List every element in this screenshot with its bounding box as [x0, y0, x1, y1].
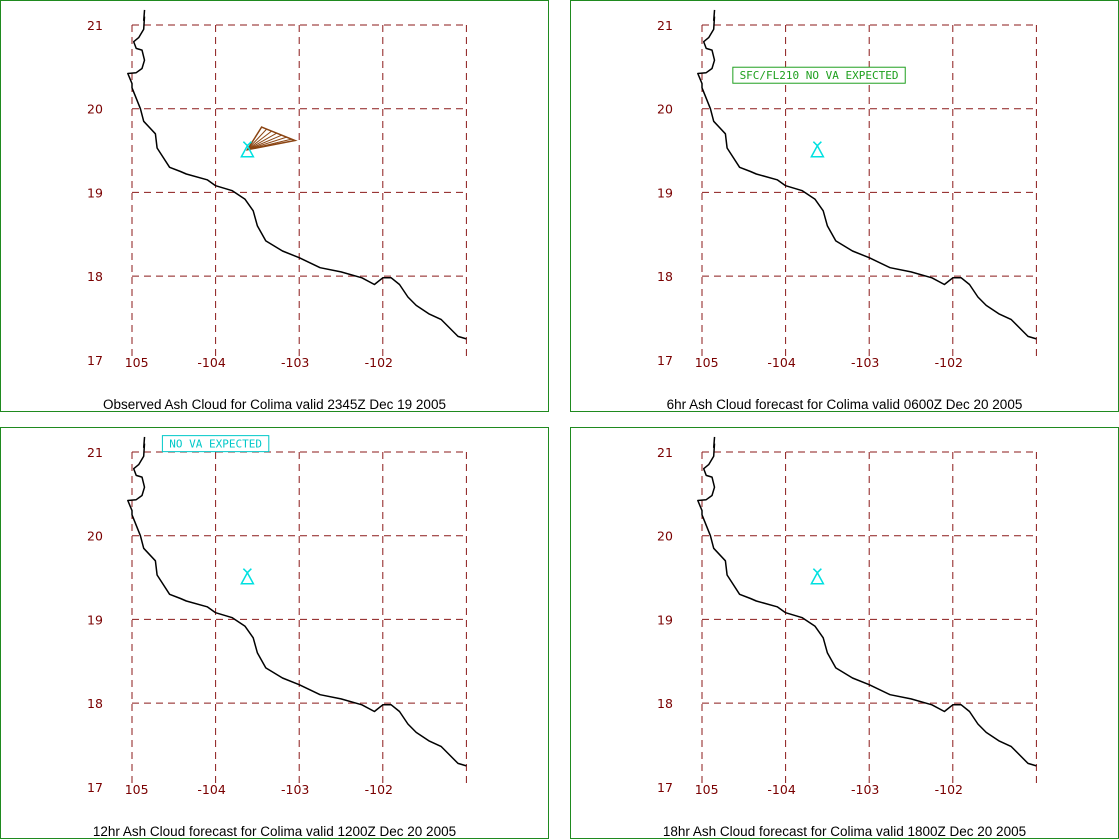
- longitude-label: 105: [695, 782, 719, 797]
- longitude-label: -104: [197, 782, 225, 797]
- volcano-icon: [810, 141, 825, 158]
- coastline: [697, 443, 1037, 767]
- longitude-label: -103: [851, 355, 879, 370]
- longitude-label: -104: [197, 355, 225, 370]
- latitude-label: 18: [87, 696, 103, 711]
- panel-caption: 18hr Ash Cloud forecast for Colima valid…: [662, 824, 1027, 839]
- ash-cloud-outline: [245, 126, 298, 151]
- longitude-label: -102: [365, 355, 393, 370]
- coastline-north: [142, 9, 146, 21]
- map-canvas: 21 20 19 18 17 105 -104 -103 -102: [87, 9, 467, 370]
- longitude-label: -104: [767, 355, 795, 370]
- panel-caption: 12hr Ash Cloud forecast for Colima valid…: [92, 824, 457, 839]
- latitude-label: 20: [87, 529, 103, 544]
- longitude-label: -102: [365, 782, 393, 797]
- ash-cloud-hatch: [247, 132, 277, 151]
- coastline-north: [712, 9, 716, 21]
- longitude-label: 105: [125, 355, 149, 370]
- longitude-label: -102: [935, 782, 963, 797]
- map-canvas: 21 20 19 18 17 105 -104 -103 -102 SFC/FL210 NO VA…: [657, 9, 1037, 370]
- coastline-north: [142, 436, 146, 448]
- latitude-label: 17: [87, 780, 103, 795]
- latitude-label: 18: [657, 696, 673, 711]
- latitude-label: 19: [657, 185, 673, 200]
- coastline-north: [712, 436, 716, 448]
- longitude-label: -103: [851, 782, 879, 797]
- longitude-label: -104: [767, 782, 795, 797]
- latitude-label: 19: [87, 612, 103, 627]
- va-notice-border: [732, 66, 906, 84]
- latitude-label: 18: [87, 269, 103, 284]
- volcano-cone: [810, 571, 825, 585]
- panel-caption: Observed Ash Cloud for Colima valid 2345…: [103, 397, 446, 412]
- volcano-cone: [240, 571, 255, 585]
- graticule: [701, 451, 1037, 787]
- ash-cloud-hatch: [247, 134, 282, 151]
- longitude-label: -102: [935, 355, 963, 370]
- ash-cloud-hatch: [247, 136, 287, 151]
- volcano-cone: [810, 144, 825, 158]
- ash-cloud-hatch: [247, 128, 267, 151]
- panel-caption: 6hr Ash Cloud forecast for Colima valid …: [666, 397, 1023, 412]
- ash-cloud-hatch: [247, 130, 272, 151]
- ash-cloud-area: [245, 126, 298, 151]
- longitude-label: 105: [695, 355, 719, 370]
- volcano-icon: [240, 141, 255, 158]
- latitude-label: 17: [87, 353, 103, 368]
- latitude-label: 20: [657, 102, 673, 117]
- longitude-label: 105: [125, 782, 149, 797]
- volcano-icon: [240, 568, 255, 585]
- longitude-label: -103: [281, 355, 309, 370]
- graticule: [131, 451, 467, 787]
- map-panel-6hr: 21 20 19 18 17 105 -104 -103 -102 SFC/FL210 NO VA…: [570, 0, 1119, 412]
- volcano-plume: [812, 141, 822, 147]
- volcano-icon: [810, 568, 825, 585]
- ash-cloud-hatch: [247, 138, 292, 151]
- map-panel-18hr: 21 20 19 18 17 105 -104 -103 -102 18hr Ash Cloud…: [570, 427, 1119, 839]
- latitude-label: 21: [657, 18, 673, 33]
- graticule: [131, 24, 467, 360]
- va-notice-text: NO VA EXPECTED: [169, 438, 262, 451]
- latitude-label: 21: [87, 445, 103, 460]
- va-notice-box: NO VA EXPECTED: [161, 435, 270, 453]
- volcano-plume: [812, 568, 822, 574]
- coastline: [697, 16, 1037, 340]
- latitude-label: 20: [657, 529, 673, 544]
- map-panel-12hr: 21 20 19 18 17 105 -104 -103 -102 NO VA EXPECTED …: [0, 427, 549, 839]
- va-notice-text: SFC/FL210 NO VA EXPECTED: [740, 69, 899, 82]
- latitude-label: 21: [657, 445, 673, 460]
- volcano-plume: [242, 141, 252, 147]
- latitude-label: 18: [657, 269, 673, 284]
- latitude-label: 19: [87, 185, 103, 200]
- latitude-label: 19: [657, 612, 673, 627]
- map-canvas: 21 20 19 18 17 105 -104 -103 -102: [657, 436, 1037, 797]
- va-notice-border: [161, 435, 270, 453]
- coastline: [127, 16, 467, 340]
- graticule: [701, 24, 1037, 360]
- map-canvas: 21 20 19 18 17 105 -104 -103 -102 NO VA EXPECTED: [87, 435, 467, 797]
- coastline: [127, 443, 467, 767]
- volcano-plume: [242, 568, 252, 574]
- longitude-label: -103: [281, 782, 309, 797]
- volcano-cone: [240, 144, 255, 158]
- latitude-label: 17: [657, 780, 673, 795]
- map-panel-observed: 21 20 19 18 17 105 -104 -103 -102 Observed Ash C…: [0, 0, 549, 412]
- latitude-label: 20: [87, 102, 103, 117]
- va-notice-box: SFC/FL210 NO VA EXPECTED: [732, 66, 906, 84]
- latitude-label: 21: [87, 18, 103, 33]
- latitude-label: 17: [657, 353, 673, 368]
